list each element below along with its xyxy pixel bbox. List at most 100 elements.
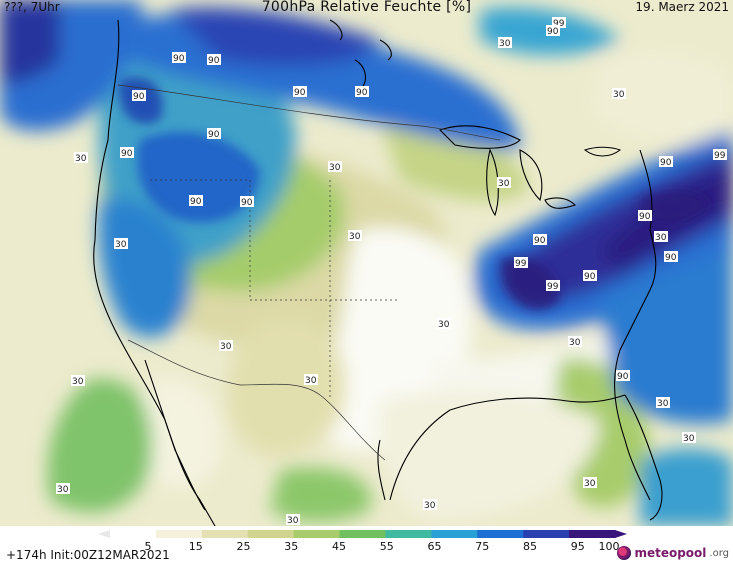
- label-30: 30: [654, 231, 668, 243]
- legend-swatch: [523, 530, 570, 538]
- label-90: 90: [120, 147, 134, 159]
- legend-arrow-right: [615, 530, 627, 538]
- legend-swatch: [339, 530, 386, 538]
- legend-swatch: [385, 530, 432, 538]
- svg-text:30: 30: [438, 320, 450, 330]
- svg-text:90: 90: [208, 130, 220, 140]
- label-90: 90: [172, 52, 186, 64]
- legend-tick-label: 25: [236, 540, 250, 550]
- legend-arrow-left: [98, 530, 110, 538]
- label-30: 30: [219, 340, 233, 352]
- logo-suffix: .org: [709, 547, 729, 559]
- state-lines: [150, 179, 400, 400]
- label-30: 30: [74, 152, 88, 164]
- svg-text:30: 30: [72, 377, 84, 387]
- label-30: 30: [437, 318, 451, 330]
- svg-text:90: 90: [173, 54, 185, 64]
- us-mexico-border: [127, 339, 386, 461]
- legend-tick-label: 55: [380, 540, 394, 550]
- svg-text:30: 30: [569, 338, 581, 348]
- legend-swatch: [569, 530, 616, 538]
- label-30: 30: [328, 161, 342, 173]
- svg-text:30: 30: [655, 233, 667, 243]
- legend-tick-label: 5: [145, 540, 152, 550]
- legend-swatch: [293, 530, 341, 538]
- label-90: 90: [664, 251, 678, 263]
- label-30: 30: [423, 499, 437, 511]
- legend-swatch: [201, 530, 249, 538]
- svg-text:30: 30: [329, 163, 341, 173]
- svg-text:90: 90: [241, 198, 253, 208]
- baja-coastline: [144, 359, 206, 511]
- svg-text:30: 30: [287, 516, 299, 526]
- svg-text:30: 30: [220, 342, 232, 352]
- svg-text:30: 30: [75, 154, 87, 164]
- florida-coast: [624, 394, 663, 521]
- svg-text:30: 30: [657, 399, 669, 409]
- label-90: 90: [616, 370, 630, 382]
- label-99: 99: [546, 280, 560, 292]
- svg-text:90: 90: [665, 253, 677, 263]
- label-30: 30: [656, 397, 670, 409]
- svg-text:99: 99: [547, 282, 559, 292]
- label-30: 30: [114, 238, 128, 250]
- label-30: 30: [612, 88, 626, 100]
- gulf-coastline: [389, 394, 626, 501]
- meteopool-logo[interactable]: meteopool .org: [617, 546, 729, 560]
- label-90: 90: [240, 196, 254, 208]
- svg-text:30: 30: [613, 90, 625, 100]
- svg-text:90: 90: [208, 56, 220, 66]
- legend-tick-label: 15: [189, 540, 203, 550]
- humidity-map: 90 90 90 90 90 90 90 90 90 99 99 90 90 9…: [0, 0, 733, 527]
- svg-text:90: 90: [639, 212, 651, 222]
- legend-swatch: [431, 530, 478, 538]
- valid-time-label: ???, 7Uhr: [4, 0, 60, 14]
- svg-text:90: 90: [534, 236, 546, 246]
- label-90: 90: [638, 210, 652, 222]
- logo-icon: [617, 546, 632, 560]
- label-30: 30: [348, 230, 362, 242]
- svg-text:99: 99: [714, 151, 726, 161]
- svg-text:30: 30: [584, 479, 596, 489]
- svg-text:90: 90: [356, 88, 368, 98]
- legend-tick-label: 100: [599, 540, 620, 550]
- svg-text:90: 90: [660, 158, 672, 168]
- svg-text:90: 90: [133, 92, 145, 102]
- label-30: 30: [286, 514, 300, 526]
- label-30: 30: [56, 483, 70, 495]
- label-90: 90: [659, 156, 673, 168]
- label-90: 90: [207, 54, 221, 66]
- great-lakes: [438, 125, 622, 217]
- legend-swatch: [247, 530, 295, 538]
- label-30: 30: [583, 477, 597, 489]
- label-99: 99: [514, 257, 528, 269]
- label-99: 99: [713, 149, 727, 161]
- svg-text:90: 90: [617, 372, 629, 382]
- legend-swatch: [155, 530, 203, 538]
- svg-text:99: 99: [553, 19, 565, 29]
- valid-date-label: 19. Maerz 2021: [635, 0, 729, 14]
- svg-text:99: 99: [515, 259, 527, 269]
- label-90: 90: [583, 270, 597, 282]
- label-90: 90: [293, 86, 307, 98]
- svg-text:30: 30: [498, 179, 510, 189]
- legend-swatch: [477, 530, 524, 538]
- color-legend: 5 15 25 35 45 55 65 75 85 95 100: [0, 526, 733, 566]
- svg-text:30: 30: [305, 376, 317, 386]
- label-30: 30: [497, 177, 511, 189]
- svg-text:30: 30: [57, 485, 69, 495]
- mexico-coast: [377, 439, 386, 501]
- svg-text:30: 30: [499, 39, 511, 49]
- svg-text:90: 90: [190, 197, 202, 207]
- label-30: 30: [498, 37, 512, 49]
- label-30: 30: [682, 432, 696, 444]
- label-90: 90: [355, 86, 369, 98]
- label-30: 30: [304, 374, 318, 386]
- label-99: 99: [552, 17, 566, 29]
- legend-tick-label: 65: [427, 540, 441, 550]
- label-90: 90: [533, 234, 547, 246]
- svg-text:90: 90: [294, 88, 306, 98]
- svg-text:30: 30: [349, 232, 361, 242]
- legend-tick-label: 85: [523, 540, 537, 550]
- label-90: 90: [132, 90, 146, 102]
